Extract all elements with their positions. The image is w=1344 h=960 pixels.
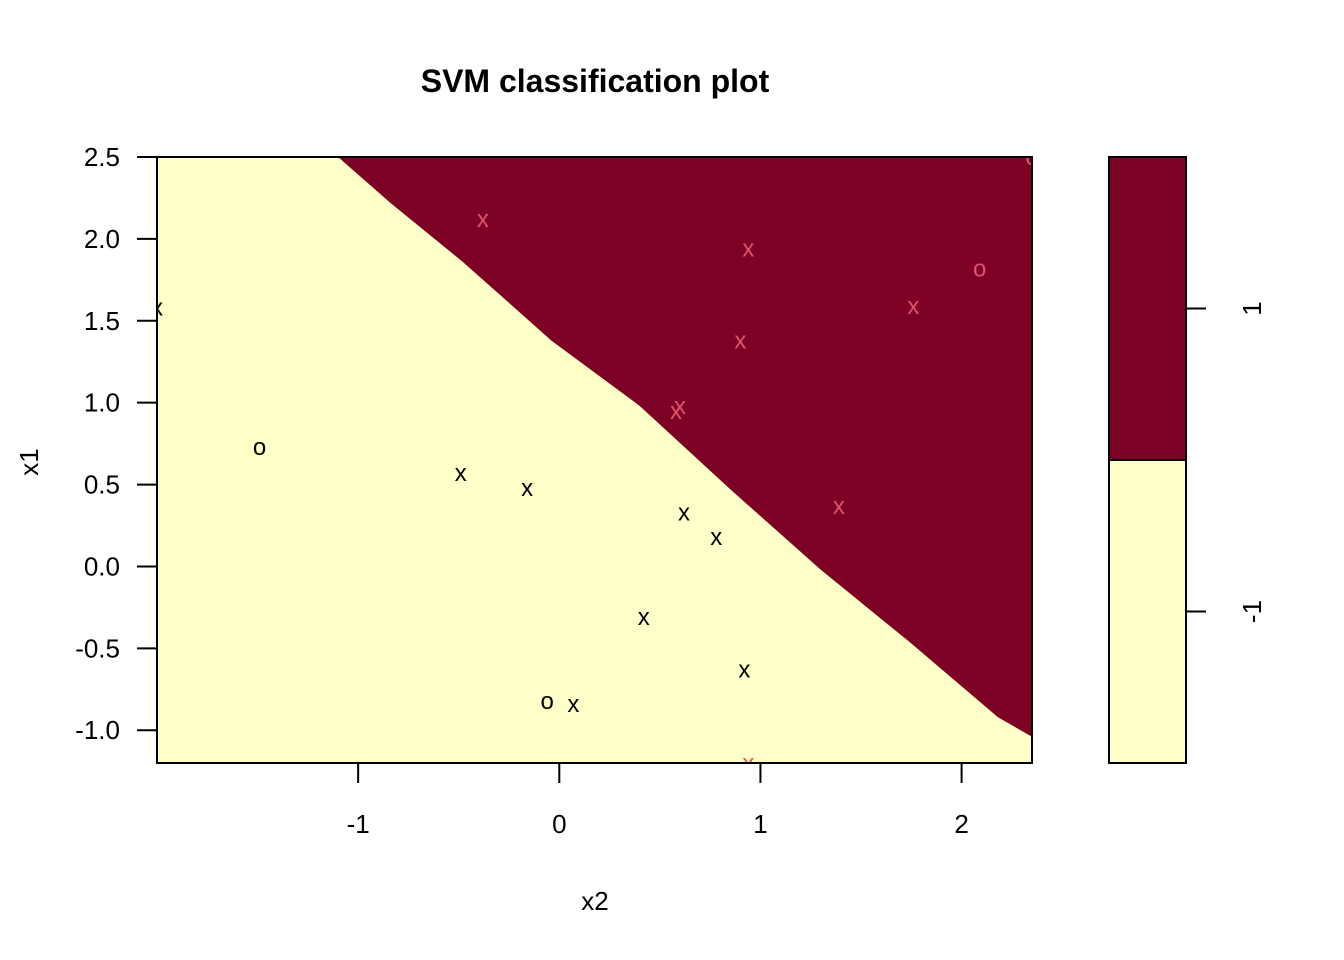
data-point-classneg1-5: x [710, 524, 722, 551]
y-axis-title: x1 [14, 448, 44, 475]
y-tick-label: 0.0 [84, 551, 120, 581]
x-axis-title: x2 [581, 886, 608, 916]
data-point-class1-0: x [477, 206, 489, 233]
y-tick-label: 1.0 [84, 388, 120, 418]
chart-title: SVM classification plot [421, 63, 770, 99]
y-tick-label: 2.5 [84, 142, 120, 172]
data-point-classneg1-1: o [253, 434, 266, 461]
data-points: xoxxxxxxoxxxoxxxxxxo [151, 144, 1038, 777]
legend-swatch-neg1 [1108, 459, 1187, 764]
data-point-class1-3: x [907, 293, 919, 320]
y-tick-label: 0.5 [84, 470, 120, 500]
data-point-classneg1-6: x [638, 604, 650, 631]
data-point-class1-7: x [833, 493, 845, 520]
x-tick-label: 2 [954, 809, 968, 839]
data-point-class1-4: x [734, 327, 746, 354]
data-point-classneg1-4: x [678, 499, 690, 526]
plot-area: xoxxxxxxoxxxoxxxxxxo [151, 144, 1038, 777]
legend-label: 1 [1237, 301, 1267, 315]
data-point-class1-1: x [742, 236, 754, 263]
data-point-classneg1-9: x [567, 691, 579, 718]
y-tick-label: -1.0 [75, 715, 120, 745]
data-point-class1-9: o [1025, 144, 1038, 171]
data-point-class1-6: x [670, 398, 682, 425]
x-axis: -1 0 1 2 [347, 762, 969, 839]
y-tick-label: 1.5 [84, 306, 120, 336]
legend-swatch-1 [1108, 156, 1187, 461]
y-axis: -1.0 -0.5 0.0 0.5 1.0 1.5 2.0 2.5 [75, 142, 158, 745]
data-point-class1-5: x [674, 393, 686, 420]
data-point-classneg1-3: x [521, 475, 533, 502]
legend-label: -1 [1237, 600, 1267, 623]
y-tick-label: 2.0 [84, 224, 120, 254]
data-point-classneg1-7: x [738, 657, 750, 684]
data-point-classneg1-8: o [541, 688, 554, 715]
y-tick-label: -0.5 [75, 633, 120, 663]
data-point-classneg1-0: x [151, 295, 163, 322]
x-tick-label: 1 [753, 809, 767, 839]
data-point-class1-2: o [973, 255, 986, 282]
x-tick-label: -1 [347, 809, 370, 839]
data-point-class1-8: x [742, 750, 754, 777]
class-legend: 1 -1 [1108, 156, 1267, 764]
x-tick-label: 0 [552, 809, 566, 839]
data-point-classneg1-2: x [455, 460, 467, 487]
decision-region-pos1 [338, 157, 1032, 737]
